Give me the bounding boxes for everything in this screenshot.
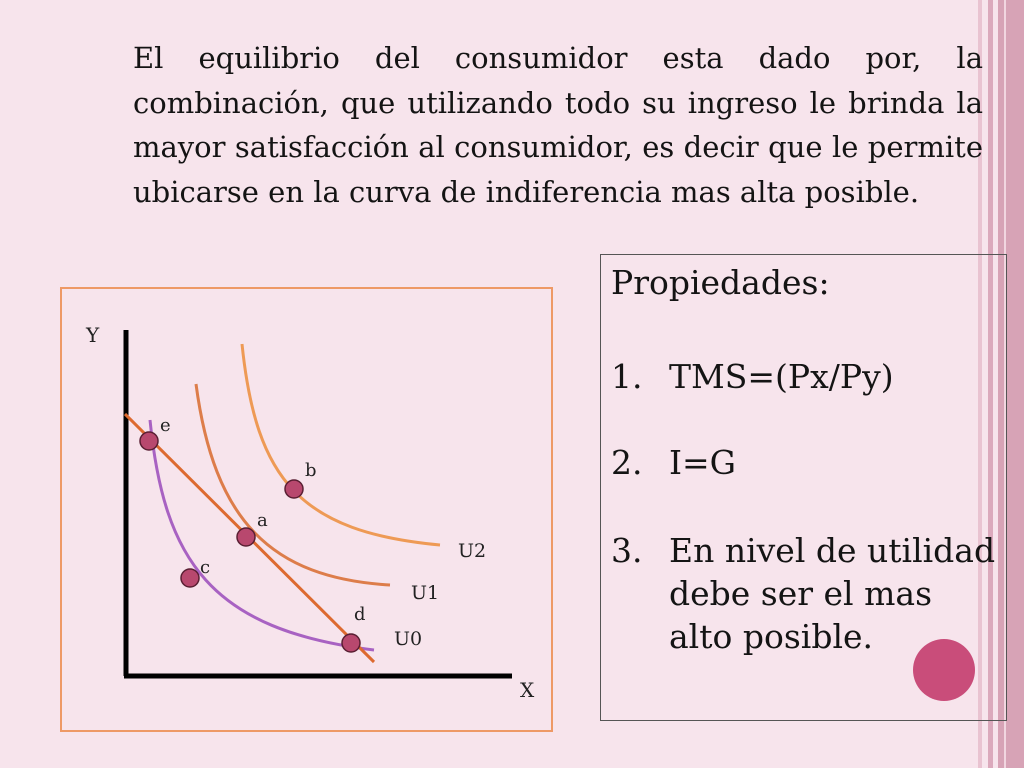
curve-label-u2: U2 <box>458 540 486 562</box>
decorative-circle <box>913 639 975 701</box>
point-a <box>236 527 256 547</box>
point-label-d: d <box>354 604 366 625</box>
property-text: I=G <box>669 443 737 482</box>
point-d <box>341 633 361 653</box>
curve-label-u0: U0 <box>394 628 422 650</box>
property-text: TMS=(Px/Py) <box>669 357 894 396</box>
property-item: 1. TMS=(Px/Py) <box>611 355 999 398</box>
property-item: 3. En nivel de utilidad debe ser el mas … <box>611 529 999 658</box>
intro-paragraph: El equilibrio del consumidor esta dado p… <box>133 41 983 209</box>
side-stripe <box>978 0 982 768</box>
property-number: 2. <box>611 443 643 482</box>
curve-label-u1: U1 <box>411 582 439 604</box>
indifference-curve-u0 <box>148 419 375 652</box>
properties-box: Propiedades: 1. TMS=(Px/Py) 2. I=G 3. En… <box>600 254 1007 721</box>
property-number: 1. <box>611 357 643 396</box>
indifference-curve-u2 <box>240 343 441 547</box>
y-axis-label: Y <box>85 323 100 347</box>
point-c <box>180 568 200 588</box>
properties-title: Propiedades: <box>611 263 830 302</box>
point-label-b: b <box>305 460 317 481</box>
point-b <box>284 479 304 499</box>
property-number: 3. <box>611 531 643 570</box>
side-stripe <box>988 0 993 768</box>
property-text: En nivel de utilidad debe ser el mas alt… <box>669 531 996 656</box>
x-axis-label: X <box>520 678 535 702</box>
side-stripe <box>1004 0 1006 768</box>
point-label-a: a <box>257 510 268 531</box>
point-e <box>139 431 159 451</box>
point-label-c: c <box>200 557 210 578</box>
point-label-e: e <box>160 415 171 436</box>
diagram-frame <box>60 287 553 732</box>
side-stripe <box>998 0 1024 768</box>
property-item: 2. I=G <box>611 441 999 484</box>
indifference-curve-u1 <box>194 383 391 587</box>
